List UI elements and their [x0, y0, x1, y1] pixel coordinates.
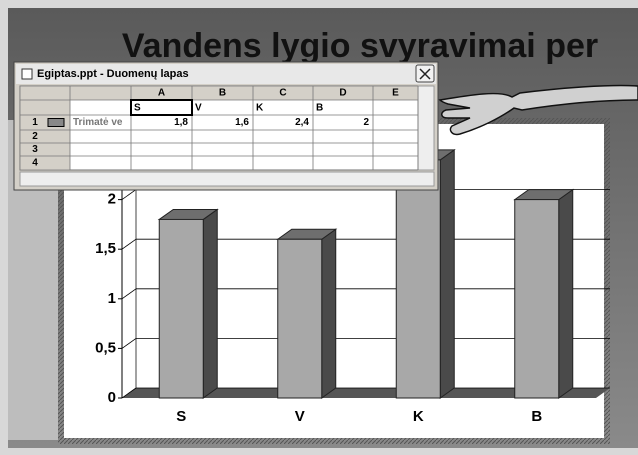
data-cell: 2 [363, 117, 369, 128]
bar-side [440, 150, 454, 398]
bar [159, 219, 203, 398]
y-tick-label: 2 [108, 191, 116, 208]
column-header: C [279, 88, 286, 99]
slide-title: Vandens lygio svyravimai per [122, 27, 598, 65]
row-number: 4 [32, 158, 38, 169]
data-cell: 1,6 [235, 117, 249, 128]
series-header-cell: B [316, 103, 323, 114]
y-tick-label: 1,5 [95, 240, 116, 257]
y-tick-label: 0 [108, 389, 116, 406]
data-cell: 1,8 [174, 117, 188, 128]
window-title: Egiptas.ppt - Duomenų lapas [37, 68, 189, 80]
bar-side [203, 209, 217, 398]
x-tick-label: S [176, 408, 186, 425]
row-header-bar [20, 100, 70, 170]
bar-side [322, 229, 336, 398]
column-header: B [219, 88, 226, 99]
x-tick-label: K [413, 408, 424, 425]
row-name: Trimatė ve [73, 117, 123, 128]
row-number: 1 [32, 117, 38, 128]
window-icon [22, 69, 32, 79]
bar [396, 160, 440, 398]
x-tick-label: V [295, 408, 305, 425]
column-header: E [392, 88, 399, 99]
vertical-scrollbar[interactable] [418, 86, 434, 170]
y-tick-label: 0,5 [95, 339, 116, 356]
y-tick-label: 1 [108, 290, 116, 307]
data-cell: 2,4 [295, 117, 309, 128]
x-tick-label: B [531, 408, 542, 425]
column-header: D [339, 88, 346, 99]
row-number: 3 [32, 144, 38, 155]
row-number: 2 [32, 131, 38, 142]
bar-side [559, 190, 573, 398]
bar [278, 239, 322, 398]
horizontal-scrollbar[interactable] [20, 172, 434, 186]
bar [515, 200, 559, 398]
row-chart-icon [48, 119, 64, 127]
series-header-cell: K [256, 103, 264, 114]
series-header-cell: V [195, 103, 202, 114]
datasheet-window[interactable]: Egiptas.ppt - Duomenų lapas A B C D E S V K B 1 Tr… [14, 62, 438, 190]
column-header: A [158, 88, 165, 99]
series-header-cell: S [134, 103, 141, 114]
screen: Vandens lygio svyravimai per 0 0,5 1 1,5 2 S V… [0, 0, 638, 455]
